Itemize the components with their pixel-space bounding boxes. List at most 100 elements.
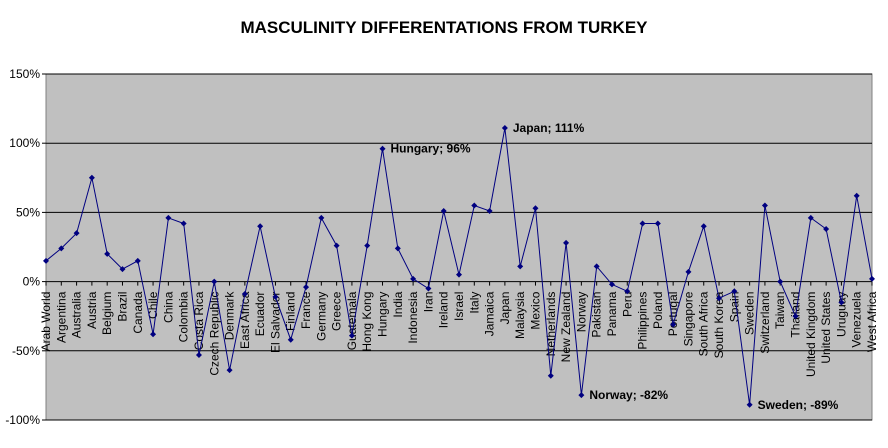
data-point <box>58 245 65 252</box>
data-point <box>532 205 539 212</box>
y-tick-label: 50% <box>16 205 40 219</box>
x-tick-label: Venezuela <box>850 291 864 347</box>
data-point <box>134 257 141 264</box>
y-tick-label: -50% <box>12 344 40 358</box>
data-point <box>685 268 692 275</box>
data-point <box>88 174 95 181</box>
plot-area <box>45 73 873 421</box>
data-point <box>471 202 478 209</box>
data-annotation: Hungary; 96% <box>391 142 471 156</box>
data-point <box>670 321 677 328</box>
x-tick-label: Iran <box>421 292 435 313</box>
data-point <box>364 242 371 249</box>
data-point <box>425 285 432 292</box>
data-point <box>823 226 830 233</box>
x-tick-label: Costa Rica <box>192 291 206 350</box>
data-point <box>593 263 600 270</box>
data-point <box>180 220 187 227</box>
x-tick-label: Japan <box>498 292 512 325</box>
x-tick-label: Finland <box>284 292 298 331</box>
data-annotation: Norway; -82% <box>589 388 668 402</box>
x-tick-label: Hungary <box>376 292 390 337</box>
data-point <box>165 214 172 221</box>
data-point <box>379 145 386 152</box>
x-tick-label: Colombia <box>177 291 191 342</box>
x-tick-label: East Africa <box>238 291 252 349</box>
x-tick-label: Jamaica <box>483 291 497 336</box>
x-tick-label: China <box>161 291 175 323</box>
data-point <box>578 392 585 399</box>
data-point <box>517 263 524 270</box>
data-point <box>624 288 631 295</box>
data-annotation: Sweden; -89% <box>758 398 839 412</box>
data-point <box>333 242 340 249</box>
x-tick-label: Hong Kong <box>360 292 374 352</box>
x-tick-label: Canada <box>131 291 145 333</box>
x-tick-label: Pakistan <box>590 292 604 338</box>
x-tick-label: Spain <box>727 292 741 323</box>
data-point <box>731 288 738 295</box>
x-tick-label: Indonesia <box>406 291 420 343</box>
x-tick-label: France <box>299 291 313 329</box>
data-point <box>654 220 661 227</box>
chart-title: MASCULINITY DIFFERENTATIONS FROM TURKEY <box>240 18 648 37</box>
data-point <box>792 313 799 320</box>
data-point <box>761 202 768 209</box>
x-tick-label: United Kingdom <box>804 292 818 377</box>
x-tick-label: Malaysia <box>513 291 527 339</box>
data-point <box>700 223 707 230</box>
data-point <box>287 336 294 343</box>
data-point <box>318 214 325 221</box>
x-tick-label: El Salvador <box>268 292 282 353</box>
data-point <box>73 230 80 237</box>
data-point <box>303 284 310 291</box>
x-tick-label: Belgium <box>100 292 114 335</box>
x-tick-label: Argentina <box>54 291 68 343</box>
x-tick-label: Panama <box>605 291 619 336</box>
x-tick-label: Norway <box>574 292 588 333</box>
data-point <box>807 214 814 221</box>
data-point <box>853 192 860 199</box>
x-tick-label: Chile <box>146 291 160 319</box>
x-tick-label: South Korea <box>712 291 726 358</box>
x-tick-label: New Zealand <box>559 292 573 363</box>
x-tick-label: Ireland <box>437 292 451 329</box>
x-tick-label: Greece <box>330 291 344 331</box>
data-point <box>241 291 248 298</box>
data-point <box>43 257 49 264</box>
x-tick-label: Czech Republic <box>207 292 221 376</box>
data-point <box>195 351 202 358</box>
x-tick-label: Singapore <box>681 291 695 346</box>
x-tick-label: India <box>391 291 405 317</box>
x-tick-label: Germany <box>314 292 328 341</box>
x-tick-label: Sweden <box>743 292 757 335</box>
data-point <box>394 245 401 252</box>
data-annotation: Japan; 111% <box>513 121 585 135</box>
y-tick-label: 0% <box>23 275 41 289</box>
x-tick-label: United States <box>819 292 833 364</box>
y-tick-label: 150% <box>9 67 40 81</box>
data-point <box>746 401 753 408</box>
data-point <box>456 271 462 278</box>
data-point <box>410 275 417 282</box>
data-point <box>869 275 875 282</box>
x-tick-label: Israel <box>452 292 466 321</box>
data-point <box>486 208 493 215</box>
data-point <box>272 293 279 300</box>
y-tick-label: 100% <box>9 136 40 150</box>
data-point <box>608 281 615 288</box>
x-tick-label: Philippines <box>636 292 650 350</box>
x-tick-label: Taiwan <box>773 292 787 329</box>
data-point <box>119 266 126 273</box>
data-point <box>257 223 264 230</box>
data-point <box>348 332 355 339</box>
x-tick-label: Ecuador <box>253 292 267 337</box>
data-point <box>501 124 508 131</box>
x-tick-label: Poland <box>651 292 665 329</box>
data-point <box>563 239 570 246</box>
x-tick-label: Portugal <box>666 292 680 337</box>
data-point <box>211 278 218 285</box>
x-tick-label: South Africa <box>697 291 711 356</box>
x-tick-label: Brazil <box>115 292 129 322</box>
